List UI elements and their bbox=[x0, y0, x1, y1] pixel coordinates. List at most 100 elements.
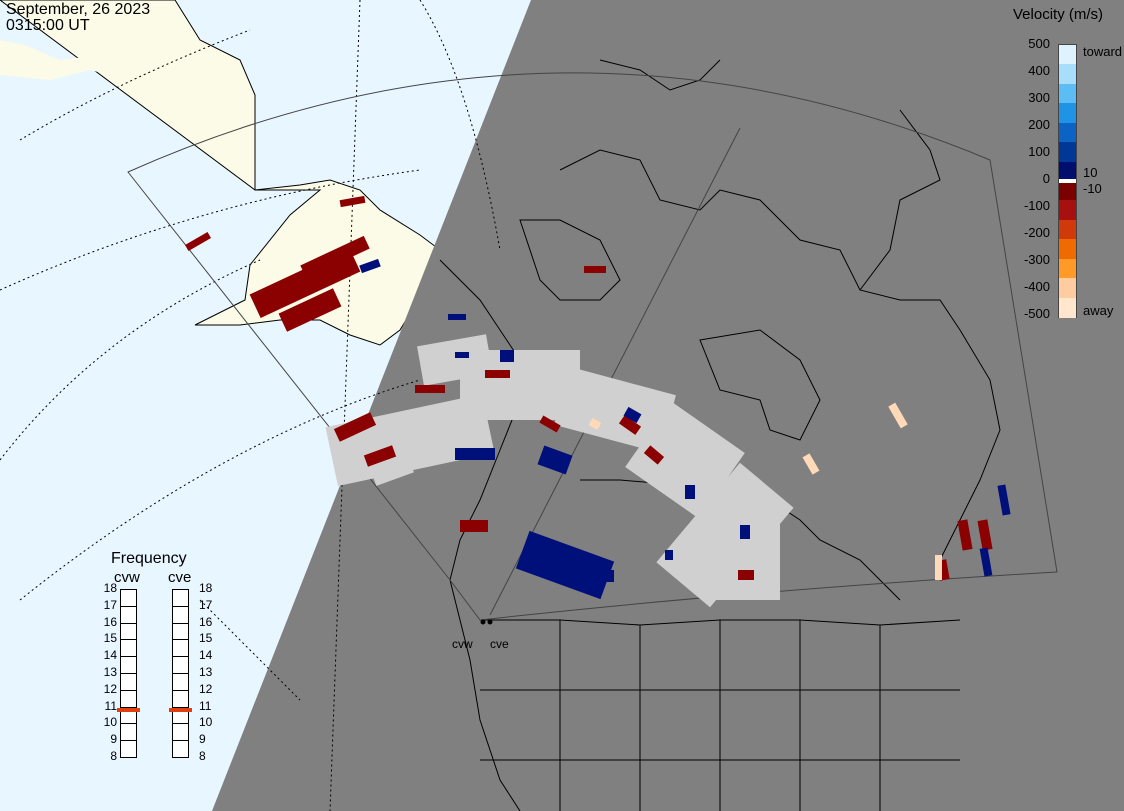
freq-radar-label-cvw: cvw bbox=[114, 569, 140, 586]
date-label: September, 26 2023 bbox=[6, 1, 151, 18]
velocity-tick-label: 300 bbox=[1028, 90, 1050, 105]
velocity-cell bbox=[665, 550, 673, 560]
radar-label-cvw: cvw bbox=[452, 637, 473, 651]
frequency-scale-label: 13 bbox=[199, 665, 213, 679]
frequency-cell bbox=[172, 639, 189, 658]
land-day-siberia bbox=[0, 40, 150, 80]
velocity-cell bbox=[738, 570, 754, 580]
velocity-cell bbox=[359, 258, 381, 274]
velocity-tick-label: -500 bbox=[1023, 306, 1050, 321]
velocity-cell bbox=[979, 547, 993, 577]
frequency-scale-label: 11 bbox=[104, 698, 117, 713]
colorbar-segment bbox=[1059, 83, 1076, 104]
frequency-cell bbox=[120, 673, 137, 691]
graticule bbox=[0, 0, 501, 811]
frequency-cell bbox=[172, 605, 189, 624]
velocity-cell bbox=[448, 314, 466, 320]
velocity-cell bbox=[415, 385, 445, 393]
away-label: away bbox=[1083, 303, 1114, 318]
velocity-cell bbox=[957, 519, 973, 551]
frequency-cell bbox=[120, 723, 137, 742]
radar-site-cve bbox=[487, 619, 493, 625]
velocity-cell bbox=[460, 520, 488, 532]
frequency-cell bbox=[172, 689, 189, 708]
frequency-cell bbox=[172, 622, 189, 641]
colorbar-segment bbox=[1059, 200, 1076, 221]
velocity-tick-label: 200 bbox=[1028, 117, 1050, 132]
velocity-cell bbox=[339, 195, 366, 208]
frequency-scale-label: 12 bbox=[199, 681, 213, 696]
frequency-scale-label: 16 bbox=[199, 614, 213, 629]
frequency-cell bbox=[120, 656, 137, 674]
velocity-cell bbox=[333, 412, 377, 442]
frequency-cell bbox=[172, 723, 189, 742]
velocity-tick-label: -300 bbox=[1023, 252, 1050, 267]
colorbar-segment bbox=[1059, 64, 1076, 85]
velocity-cell bbox=[455, 352, 469, 358]
velocity-cell bbox=[618, 415, 642, 435]
velocity-cell bbox=[623, 406, 642, 424]
frequency-scale-label: 18 bbox=[199, 581, 213, 595]
velocity-cell bbox=[363, 445, 397, 467]
velocity-tick-label: -100 bbox=[1023, 198, 1050, 213]
frequency-scale-label: 8 bbox=[110, 749, 117, 763]
velocity-cell bbox=[455, 448, 495, 460]
frequency-title: Frequency bbox=[111, 550, 187, 567]
frequency-scale-label: 12 bbox=[103, 681, 117, 696]
velocity-cell bbox=[417, 334, 493, 386]
velocity-cell bbox=[935, 555, 942, 580]
velocity-cell bbox=[685, 485, 695, 499]
colorbar-segment bbox=[1059, 142, 1076, 163]
frequency-cell bbox=[120, 639, 137, 658]
frequency-scale-label: 14 bbox=[199, 648, 213, 663]
time-label: 0315:00 UT bbox=[6, 17, 90, 34]
frequency-scale-label: 10 bbox=[103, 715, 117, 730]
velocity-colorbar bbox=[1058, 44, 1077, 318]
toward-label: toward bbox=[1083, 44, 1123, 59]
frequency-cell bbox=[172, 589, 189, 607]
frequency-scale-label: 9 bbox=[199, 732, 206, 747]
frequency-scale-label: 14 bbox=[103, 648, 117, 663]
velocity-cell bbox=[278, 288, 342, 332]
colorbar-segment bbox=[1059, 103, 1076, 124]
colorbar-segment bbox=[1059, 45, 1076, 65]
velocity-tick-label: -400 bbox=[1023, 279, 1050, 294]
colorbar-segment bbox=[1059, 219, 1076, 240]
frequency-cell bbox=[172, 656, 189, 674]
colorbar-segment bbox=[1059, 297, 1076, 318]
colorbar-segment bbox=[1059, 278, 1076, 299]
frequency-marker bbox=[117, 707, 140, 712]
velocity-cell bbox=[515, 530, 615, 600]
frequency-scale-label: 15 bbox=[199, 631, 213, 646]
colorbar-zero-band bbox=[1059, 179, 1076, 183]
velocity-tick-label: 100 bbox=[1028, 144, 1050, 159]
velocity-cell bbox=[802, 453, 820, 475]
frequency-scale-label: 9 bbox=[110, 732, 117, 747]
velocity-tick-label: 0 bbox=[1042, 171, 1050, 186]
colorbar-segment bbox=[1059, 161, 1076, 182]
velocity-cell bbox=[300, 235, 370, 279]
frequency-scale-label: 10 bbox=[199, 715, 213, 730]
frequency-scale-label: 16 bbox=[103, 614, 117, 629]
velocity-cell bbox=[184, 231, 212, 252]
velocity-cells bbox=[184, 195, 1011, 608]
velocity-cell bbox=[600, 570, 614, 582]
velocity-cell bbox=[584, 266, 606, 273]
radar-label-cve: cve bbox=[490, 637, 509, 651]
frequency-cell bbox=[120, 689, 137, 708]
frequency-scale-label: 8 bbox=[199, 749, 206, 763]
frequency-scale-label: 13 bbox=[103, 665, 117, 679]
frequency-cell bbox=[120, 589, 137, 607]
velocity-tick-label: -200 bbox=[1023, 225, 1050, 240]
velocity-cell bbox=[977, 519, 993, 551]
radar-site-cvw bbox=[480, 619, 486, 625]
frequency-cell bbox=[120, 605, 137, 624]
velocity-cell bbox=[643, 445, 665, 465]
colorbar-segment bbox=[1059, 258, 1076, 279]
freq-radar-label-cve: cve bbox=[168, 569, 192, 586]
near-zero-pos-label: 10 bbox=[1083, 165, 1098, 180]
coastlines bbox=[439, 59, 1001, 811]
velocity-cell bbox=[485, 370, 510, 378]
velocity-tick-label: 400 bbox=[1028, 63, 1050, 78]
